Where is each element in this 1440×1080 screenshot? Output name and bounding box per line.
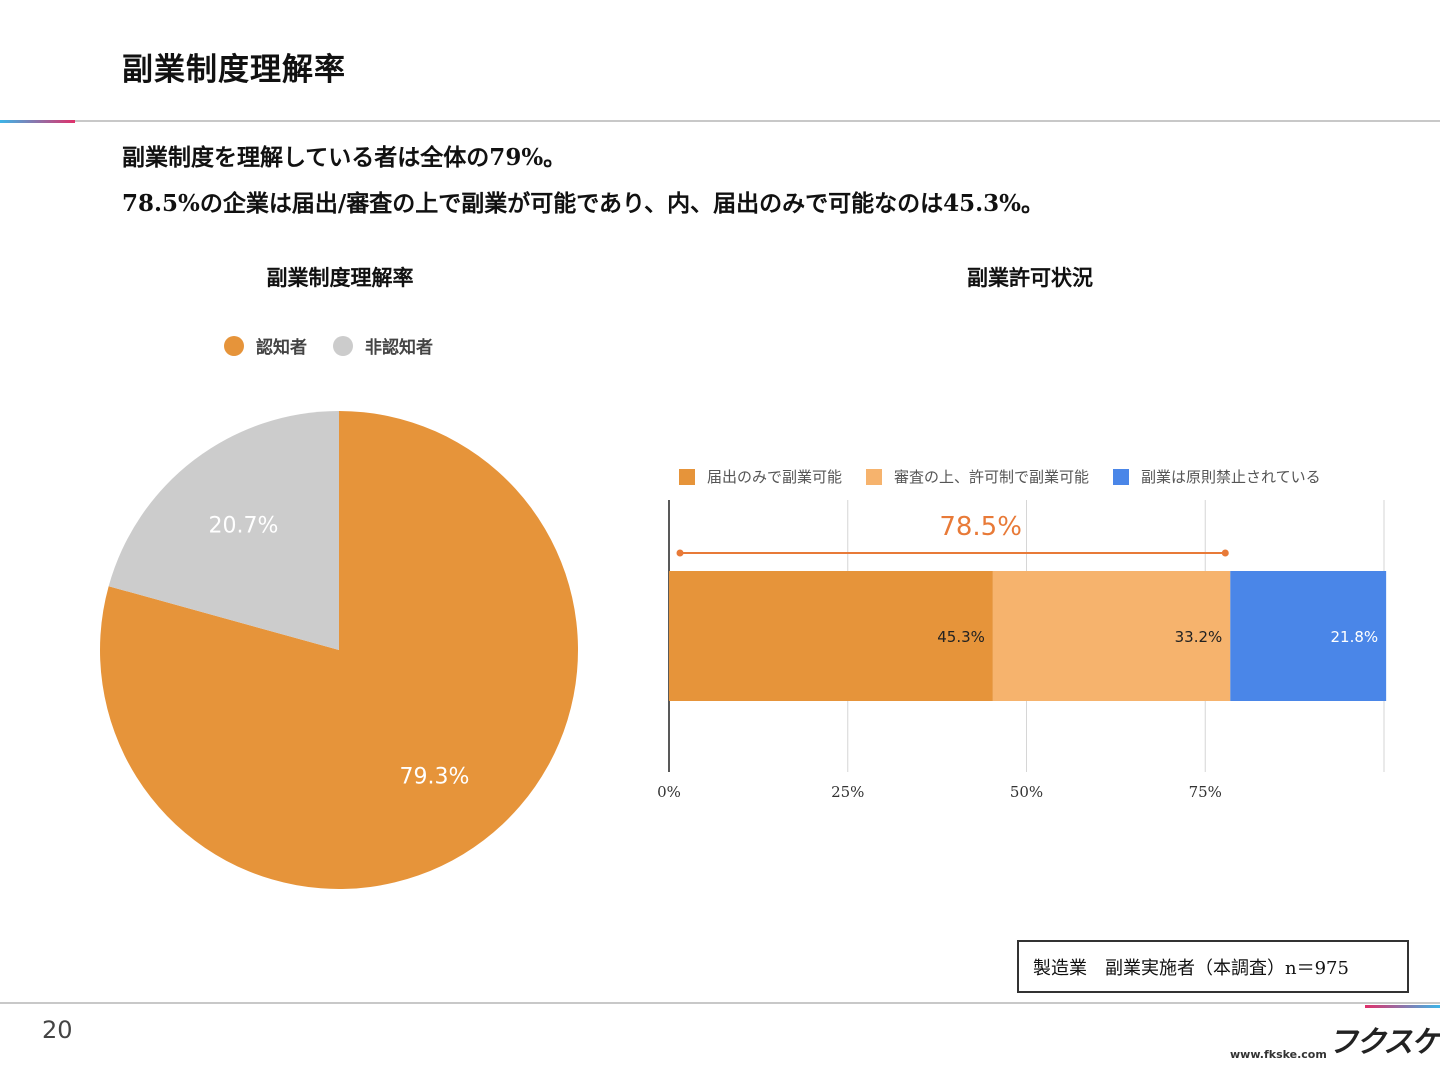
bar-legend-label: 副業は原則禁止されている	[1141, 468, 1321, 486]
pie-chart-title: 副業制度理解率	[266, 265, 414, 290]
legend-dot-icon	[333, 335, 353, 356]
sample-note-box: 製造業 副業実施者（本調査）n＝975	[1017, 940, 1409, 993]
footer-divider	[0, 1002, 1440, 1004]
annotation-label: 78.5%	[939, 512, 1022, 542]
legend-square-icon	[866, 468, 883, 485]
pie-slice-label-1: 20.7%	[209, 513, 279, 538]
pie-legend-item-unaware: 非認知者	[333, 333, 433, 358]
x-tick-label-1: 25%	[831, 783, 864, 801]
bar-legend-label: 審査の上、許可制で副業可能	[894, 468, 1090, 486]
summary-line-1: 副業制度を理解している者は全体の79%。	[122, 144, 567, 171]
pie-legend: 認知者 非認知者	[224, 333, 459, 358]
legend-square-icon	[679, 468, 695, 485]
annotation-end-dot	[1221, 549, 1229, 557]
brand-url: www.fkske.com	[1230, 1048, 1327, 1061]
summary-line-2: 78.5%の企業は届出/審査の上で副業が可能であり、内、届出のみで可能なのは45…	[122, 190, 1044, 217]
pie-legend-item-aware: 認知者	[224, 333, 307, 358]
page-number: 20	[42, 1016, 73, 1044]
bar-segment-label-2: 21.8%	[1330, 628, 1378, 646]
header-accent-bar	[0, 120, 75, 123]
x-tick-label-3: 75%	[1189, 783, 1222, 801]
annotation-start-dot	[676, 549, 684, 557]
bar-chart-title: 副業許可状況	[967, 265, 1093, 290]
bar-legend: 届出のみで副業可能 審査の上、許可制で副業可能 副業は原則禁止されている	[679, 466, 1345, 487]
pie-slice-label-0: 79.3%	[400, 765, 470, 790]
header-divider	[0, 120, 1440, 122]
bar-segment-2	[1230, 571, 1387, 701]
x-tick-label-0: 0%	[657, 783, 681, 801]
brand-logo: フクスケ	[1328, 1025, 1440, 1060]
pie-legend-label: 認知者	[256, 338, 307, 358]
x-tick-label-2: 50%	[1010, 783, 1043, 801]
bar-legend-item: 副業は原則禁止されている	[1113, 466, 1321, 487]
page-title: 副業制度理解率	[122, 52, 346, 88]
pie-slice-0	[99, 411, 579, 889]
legend-dot-icon	[224, 335, 244, 356]
sample-note: 製造業 副業実施者（本調査）n＝975	[1033, 957, 1349, 979]
bar-legend-label: 届出のみで副業可能	[707, 468, 843, 486]
bar-segment-1	[992, 571, 1231, 701]
legend-square-icon	[1113, 468, 1130, 485]
bar-legend-item: 届出のみで副業可能	[679, 466, 842, 487]
bar-segment-label-1: 33.2%	[1175, 628, 1223, 646]
pie-slice-1	[108, 411, 339, 650]
bar-segment-label-0: 45.3%	[937, 628, 985, 646]
bar-legend-item: 審査の上、許可制で副業可能	[866, 466, 1089, 487]
bar-segment-0	[669, 571, 993, 701]
footer-accent-bar	[1365, 1005, 1440, 1008]
pie-legend-label: 非認知者	[365, 338, 433, 358]
